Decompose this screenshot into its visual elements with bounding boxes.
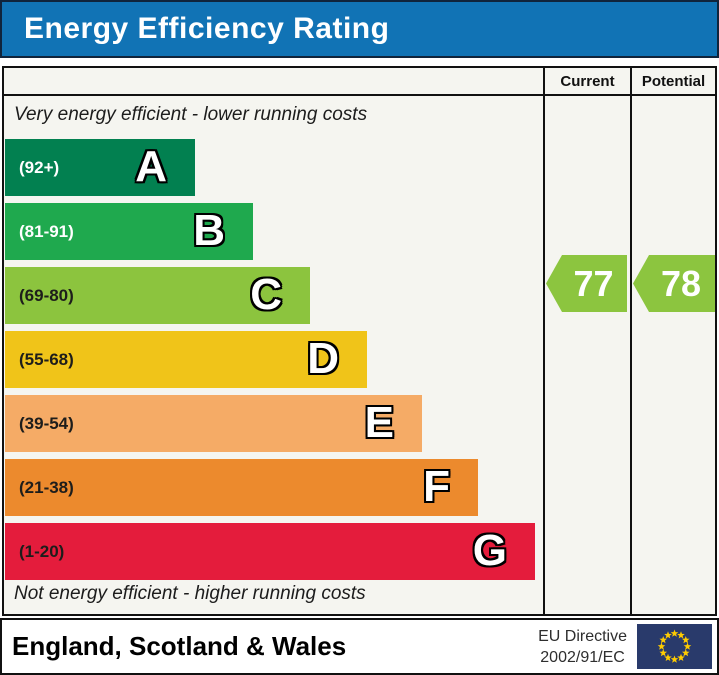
- region-label: England, Scotland & Wales: [12, 631, 347, 661]
- eu-directive-label: EU Directive 2002/91/EC: [538, 626, 627, 668]
- column-divider-potential: [630, 68, 632, 614]
- column-divider-current: [543, 68, 545, 614]
- column-header-current: Current: [560, 73, 615, 90]
- eu-directive-line2: 2002/91/EC: [540, 649, 625, 666]
- eu-flag-icon: [637, 624, 712, 669]
- caption-very-efficient: Very energy efficient - lower running co…: [14, 104, 368, 125]
- band-letter: B: [193, 205, 225, 255]
- band-row-g: (1-20) G: [5, 523, 535, 580]
- eu-directive-line1: EU Directive: [538, 628, 627, 645]
- header-divider: [4, 94, 715, 96]
- band-row-b: (81-91) B: [5, 203, 253, 260]
- band-range-label: (81-91): [19, 221, 74, 241]
- band-row-e: (39-54) E: [5, 395, 422, 452]
- footer-bar: England, Scotland & Wales EU Directive 2…: [0, 618, 719, 675]
- current-rating-value: 77: [573, 262, 614, 304]
- band-range-label: (21-38): [19, 477, 74, 497]
- band-row-f: (21-38) F: [5, 459, 478, 516]
- band-letter: E: [364, 397, 394, 447]
- band-letter: A: [135, 141, 167, 191]
- band-range-label: (39-54): [19, 413, 74, 433]
- band-letter: G: [472, 525, 507, 575]
- caption-not-efficient: Not energy efficient - higher running co…: [14, 583, 366, 604]
- band-letter: D: [307, 333, 339, 383]
- band-row-c: (69-80) C: [5, 267, 310, 324]
- current-rating-arrow: 77: [546, 255, 627, 312]
- potential-rating-arrow: 78: [633, 255, 715, 312]
- band-range-label: (55-68): [19, 349, 74, 369]
- band-range-label: (1-20): [19, 541, 65, 561]
- potential-rating-value: 78: [660, 262, 702, 304]
- band-letter: F: [423, 461, 450, 511]
- page-title: Energy Efficiency Rating: [24, 12, 390, 45]
- title-bar: Energy Efficiency Rating: [0, 0, 719, 58]
- rating-table: Current Potential Very energy efficient …: [2, 66, 717, 616]
- band-row-d: (55-68) D: [5, 331, 367, 388]
- band-range-label: (92+): [19, 157, 60, 177]
- band-range-label: (69-80): [19, 285, 74, 305]
- column-header-potential: Potential: [641, 73, 706, 90]
- band-row-a: (92+) A: [5, 139, 195, 196]
- band-letter: C: [250, 269, 282, 319]
